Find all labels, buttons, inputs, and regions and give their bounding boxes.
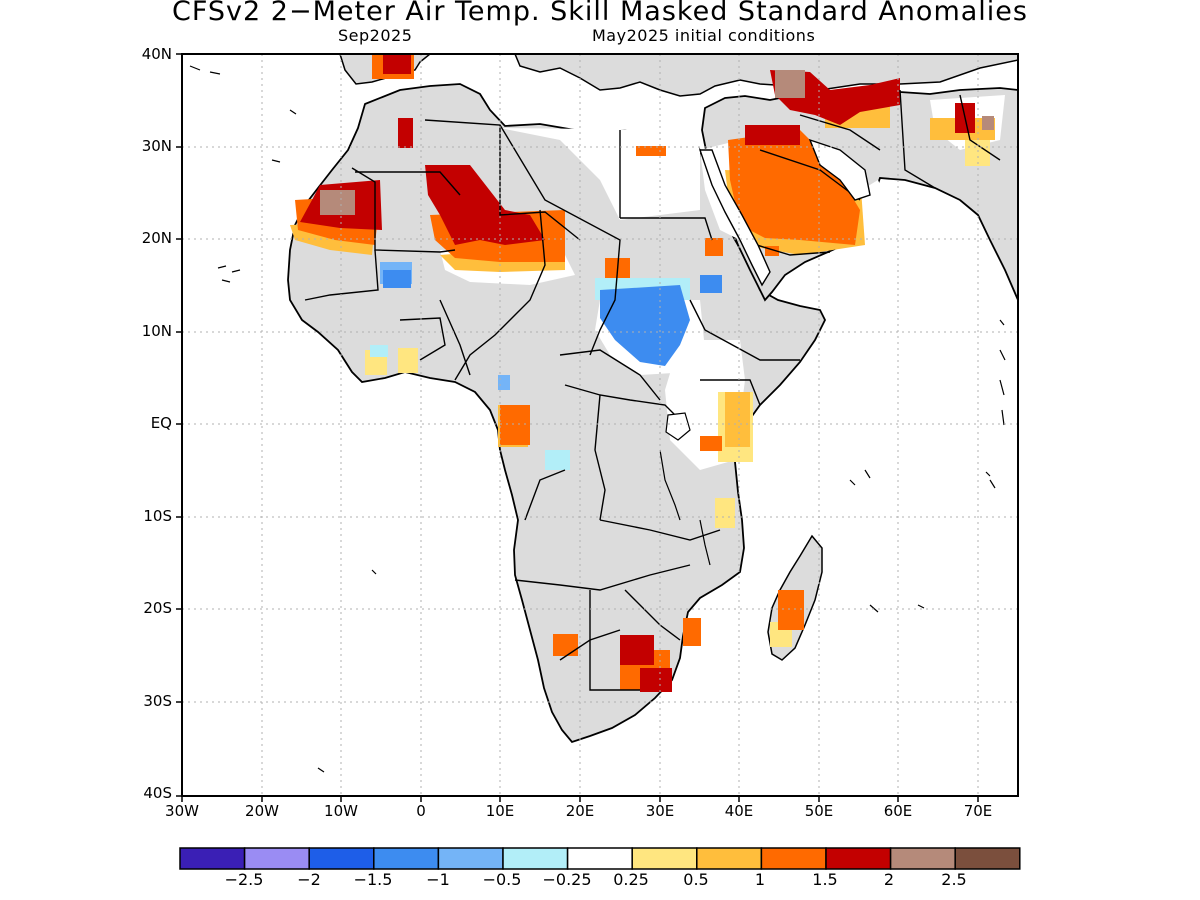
- x-tick-label: 0: [416, 802, 426, 820]
- legend-label: −0.5: [482, 870, 522, 889]
- legend-swatch: [179, 847, 246, 870]
- x-tick-label: 10W: [324, 802, 358, 820]
- legend-swatch: [696, 847, 763, 870]
- islands: [189, 65, 1006, 773]
- legend-swatch: [243, 847, 310, 870]
- persian-gulf: [808, 138, 871, 201]
- axis-ticks: [176, 53, 979, 802]
- legend-swatch: [308, 847, 375, 870]
- legend-label: −1: [426, 870, 450, 889]
- anomaly-cold-1-1.5: [383, 270, 722, 366]
- legend-swatch: [437, 847, 504, 870]
- legend-label: 1.5: [812, 870, 838, 889]
- map-layer: [189, 54, 1018, 773]
- legend-label: 0.25: [613, 870, 649, 889]
- legend-label: 0.5: [683, 870, 709, 889]
- legend-label: −2: [297, 870, 321, 889]
- y-tick-label: 30N: [141, 137, 172, 155]
- initial-conditions-label: May2025 initial conditions: [592, 26, 816, 45]
- legend-swatch: [825, 847, 892, 870]
- legend-label: −1.5: [353, 870, 393, 889]
- y-tick-label: 30S: [143, 692, 172, 710]
- x-tick-label: 20E: [565, 802, 595, 820]
- x-tick-label: 10E: [485, 802, 515, 820]
- legend-label: −2.5: [224, 870, 264, 889]
- map-title: CFSv2 2−Meter Air Temp. Skill Masked Sta…: [172, 0, 1028, 27]
- legend-label: 1: [754, 870, 766, 889]
- y-tick-label: 10S: [143, 507, 172, 525]
- legend-label: 2: [883, 870, 895, 889]
- legend-swatch: [631, 847, 698, 870]
- red-sea: [699, 149, 771, 287]
- target-month-label: Sep2025: [338, 26, 413, 45]
- x-tick-label: 60E: [883, 802, 913, 820]
- legend-swatch: [373, 847, 440, 870]
- map-grid: [182, 54, 1018, 796]
- y-tick-label: 40S: [143, 784, 172, 802]
- legend-swatch: [566, 847, 633, 870]
- x-tick-label: 30W: [165, 802, 199, 820]
- x-tick-label: 40E: [724, 802, 754, 820]
- x-tick-label: 20W: [245, 802, 279, 820]
- x-tick-label: 50E: [804, 802, 834, 820]
- lake-victoria: [665, 412, 691, 441]
- legend-swatch: [760, 847, 827, 870]
- y-tick-label: 40N: [141, 45, 172, 63]
- y-tick-label: EQ: [150, 414, 172, 432]
- legend-swatch: [502, 847, 569, 870]
- y-tick-label: 20N: [141, 229, 172, 247]
- y-tick-label: 10N: [141, 322, 172, 340]
- anomaly-2-2.5: [320, 70, 994, 215]
- lake-malawi: [699, 519, 711, 566]
- color-legend: [179, 847, 1021, 870]
- legend-swatch: [954, 847, 1021, 870]
- balkans-landmass: [514, 54, 1018, 97]
- x-tick-label: 70E: [963, 802, 993, 820]
- legend-label: 2.5: [941, 870, 967, 889]
- x-tick-label: 30E: [645, 802, 675, 820]
- legend-swatch: [889, 847, 956, 870]
- lake-tanganyika: [659, 449, 681, 521]
- legend-label: −0.25: [542, 870, 592, 889]
- map-frame: [181, 53, 1019, 797]
- y-tick-label: 20S: [143, 599, 172, 617]
